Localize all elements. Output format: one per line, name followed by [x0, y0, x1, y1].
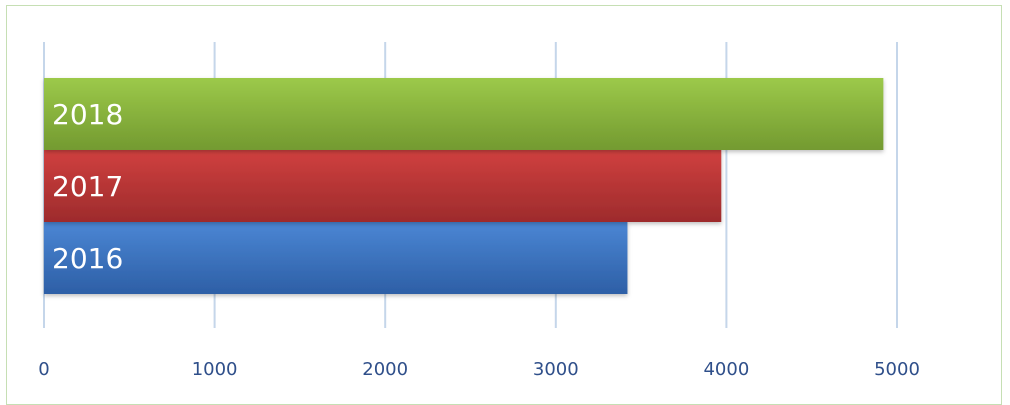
bar-2016 [44, 222, 628, 294]
bar-label-2016: 2016 [52, 242, 123, 275]
x-tick-label: 1000 [192, 359, 238, 380]
x-tick-label: 5000 [874, 359, 920, 380]
bar-labels: 2016 2017 2018 [52, 98, 123, 275]
x-tick-label: 0 [38, 359, 49, 380]
bar-2017 [44, 150, 722, 222]
bar-label-2018: 2018 [52, 98, 123, 131]
bar-label-2017: 2017 [52, 170, 123, 203]
x-tick-label: 2000 [362, 359, 408, 380]
bar-chart: 2016 2017 2018 0 1000 2000 3000 4000 5000 [38, 42, 920, 380]
bar-2018 [44, 78, 884, 150]
x-tick-label: 4000 [703, 359, 749, 380]
bars [44, 78, 884, 294]
x-tick-label: 3000 [533, 359, 579, 380]
x-axis-ticks: 0 1000 2000 3000 4000 5000 [38, 359, 920, 380]
